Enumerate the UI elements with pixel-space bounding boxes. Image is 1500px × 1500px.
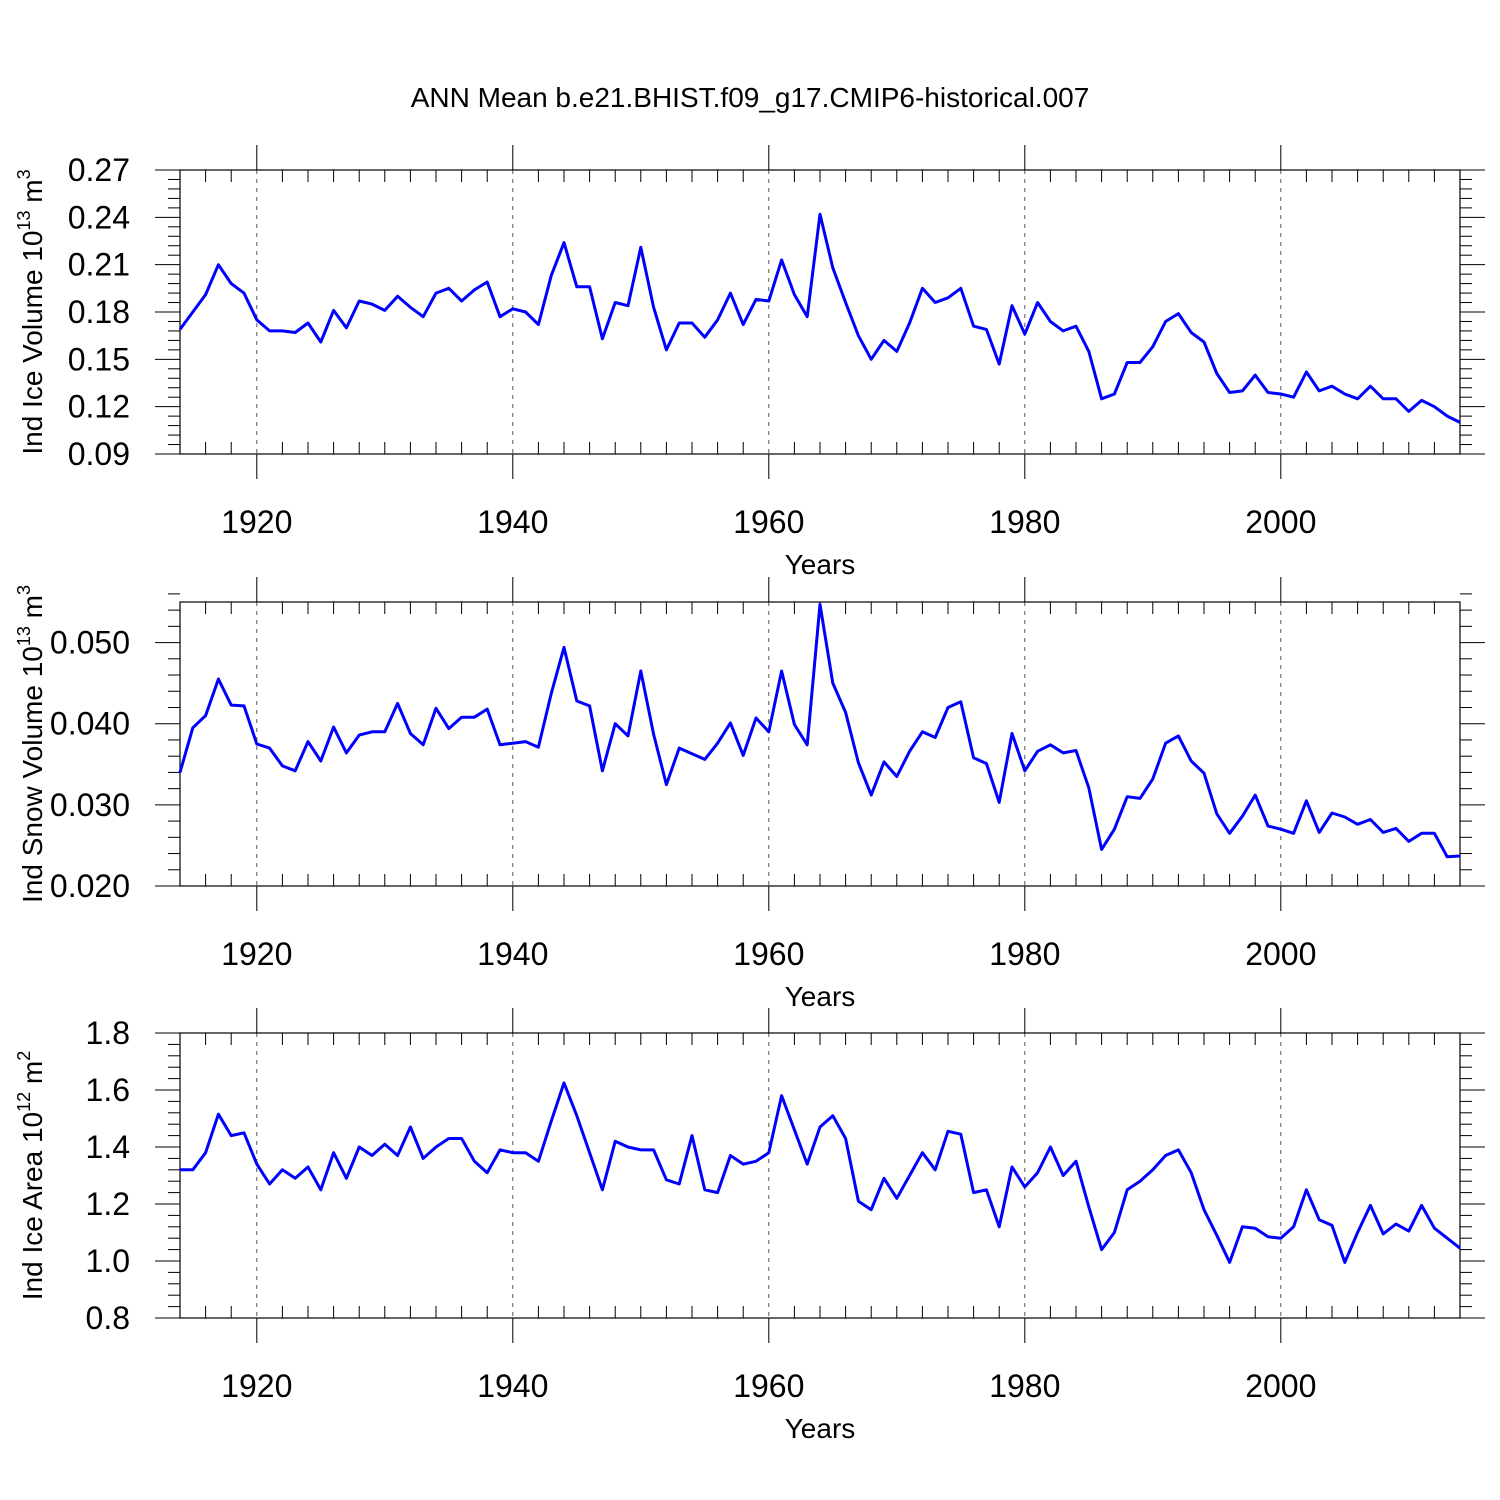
x-tick-label: 1960: [733, 936, 804, 972]
y-tick-label: 0.040: [50, 706, 130, 742]
y-tick-label: 1.4: [86, 1129, 130, 1165]
y-axis-title-text: Ind Snow Volume 1013 m3: [14, 585, 48, 903]
x-tick-label: 1940: [477, 504, 548, 540]
series-line: [178, 602, 1461, 859]
figure-title: ANN Mean b.e21.BHIST.f09_g17.CMIP6-histo…: [411, 82, 1090, 113]
y-tick-label: 0.050: [50, 625, 130, 661]
y-tick-label: 1.2: [86, 1186, 130, 1222]
y-tick-label: 0.8: [86, 1300, 130, 1336]
x-tick-label: 1920: [221, 936, 292, 972]
y-axis-title: Ind Ice Area 1012 m2: [14, 1051, 48, 1301]
y-tick-label: 0.12: [68, 389, 130, 425]
x-tick-label: 1980: [989, 504, 1060, 540]
series-line: [178, 212, 1461, 424]
series-line: [180, 1081, 1461, 1264]
y-tick-label: 1.8: [86, 1015, 130, 1051]
plot-frame: [179, 169, 1461, 455]
plot-frame: [179, 601, 1461, 887]
y-tick-label: 0.24: [68, 199, 130, 235]
y-axis-title-text: Ind Ice Area 1012 m2: [14, 1051, 48, 1301]
x-tick-label: 2000: [1245, 936, 1316, 972]
x-tick-label: 1980: [989, 936, 1060, 972]
y-tick-label: 0.21: [68, 247, 130, 283]
y-tick-label: 1.6: [86, 1072, 130, 1108]
y-tick-label: 0.020: [50, 868, 130, 904]
y-tick-label: 0.18: [68, 294, 130, 330]
x-axis-title: Years: [785, 981, 856, 1012]
y-tick-label: 0.030: [50, 787, 130, 823]
y-tick-label: 1.0: [86, 1243, 130, 1279]
x-tick-label: 1920: [221, 1368, 292, 1404]
x-tick-label: 2000: [1245, 504, 1316, 540]
x-axis-title: Years: [785, 1413, 856, 1444]
x-tick-label: 1940: [477, 1368, 548, 1404]
y-axis-title: Ind Ice Volume 1013 m3: [14, 169, 48, 454]
x-tick-label: 1980: [989, 1368, 1060, 1404]
panel-snow-volume: Ind Snow Volume 1013 m3 Years 1920 1940 19…: [14, 577, 1485, 1012]
panel-ice-volume: Ind Ice Volume 1013 m3 Years 1920 1940 196…: [14, 145, 1485, 580]
x-tick-label: 1960: [733, 504, 804, 540]
y-tick-label: 0.27: [68, 152, 130, 188]
y-tick-label: 0.15: [68, 341, 130, 377]
panel-ice-area: Ind Ice Area 1012 m2 Years 1920 1940 1960 1…: [14, 1008, 1485, 1444]
plot-frame: [179, 1032, 1461, 1319]
x-tick-label: 2000: [1245, 1368, 1316, 1404]
y-tick-label: 0.09: [68, 436, 130, 472]
x-axis-title: Years: [785, 549, 856, 580]
y-axis-title: Ind Snow Volume 1013 m3: [14, 585, 48, 903]
y-axis-title-text: Ind Ice Volume 1013 m3: [14, 169, 48, 454]
x-tick-label: 1920: [221, 504, 292, 540]
x-tick-label: 1960: [733, 1368, 804, 1404]
x-tick-label: 1940: [477, 936, 548, 972]
